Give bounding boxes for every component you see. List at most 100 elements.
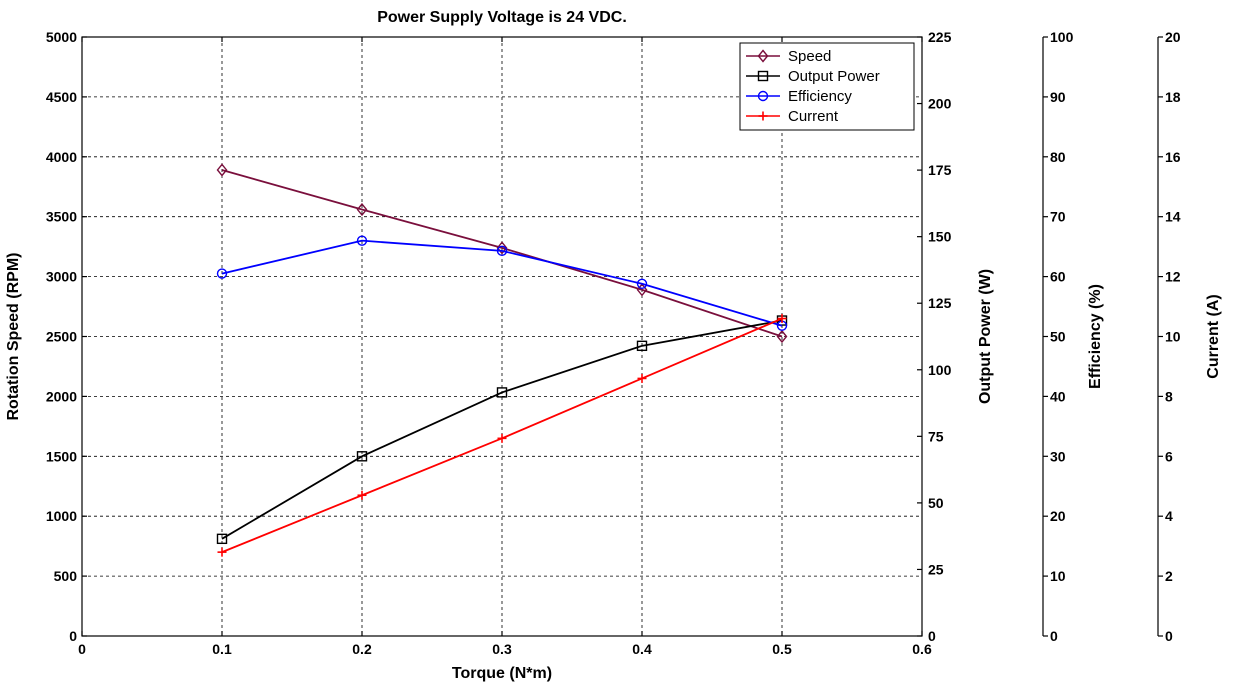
data-point [356, 451, 368, 462]
marker-diamond [356, 202, 368, 217]
data-point [357, 490, 367, 500]
series-line [221, 319, 783, 540]
efficiency-tick-label: 80 [1050, 149, 1066, 165]
speed-axis-title: Rotation Speed (RPM) [5, 253, 22, 421]
current-tick-label: 14 [1165, 209, 1181, 225]
series-layer [216, 163, 788, 557]
efficiency-tick-label: 50 [1050, 329, 1066, 345]
efficiency-axis-title: Efficiency (%) [1087, 284, 1104, 389]
marker-diamond [776, 329, 788, 344]
legend-label: Efficiency [788, 88, 852, 105]
speed-tick-label: 1000 [46, 508, 77, 524]
current-tick-label: 16 [1165, 149, 1181, 165]
current-tick-label: 8 [1165, 388, 1173, 404]
efficiency-tick-label: 100 [1050, 29, 1074, 45]
marker-circle [216, 268, 228, 279]
x-tick-label: 0.6 [912, 641, 932, 657]
marker-square [356, 451, 368, 462]
marker-diamond [496, 241, 508, 255]
data-point [216, 163, 228, 177]
x-tick-label: 0.3 [492, 641, 512, 657]
legend-label: Speed [788, 48, 831, 65]
series-line [221, 169, 783, 338]
legend-label: Current [788, 108, 839, 125]
efficiency-tick-label: 30 [1050, 448, 1066, 464]
speed-tick-label: 500 [54, 568, 78, 584]
legend: Speed Output Power Efficiency Current [739, 42, 915, 131]
x-tick-label: 0.5 [772, 641, 792, 657]
legend-item: Speed [746, 48, 831, 65]
marker-circle [757, 90, 769, 102]
data-point [217, 547, 227, 557]
marker-square [636, 340, 648, 352]
current-tick-label: 6 [1165, 448, 1173, 464]
x-tick-label: 0.1 [212, 641, 232, 657]
current-tick-label: 12 [1165, 269, 1181, 285]
x-tick-label: 0 [78, 641, 86, 657]
marker-circle [636, 278, 648, 289]
legend-item: Current [746, 108, 839, 125]
power-tick-label: 200 [928, 96, 952, 112]
efficiency-tick-label: 0 [1050, 628, 1058, 644]
data-point [216, 268, 228, 279]
x-axis-title: Torque (N*m) [452, 665, 552, 682]
data-point [497, 433, 507, 443]
data-point [356, 202, 368, 217]
speed-tick-label: 0 [69, 628, 77, 644]
efficiency-tick-label: 60 [1050, 269, 1066, 285]
current-tick-label: 2 [1165, 568, 1173, 584]
efficiency-tick-label: 10 [1050, 568, 1066, 584]
data-point [356, 235, 368, 246]
axes: 0 0.1 0.2 0.3 0.4 0.5 0.6050010001500200025003… [5, 29, 1222, 657]
power-tick-label: 125 [928, 295, 952, 311]
power-tick-label: 50 [928, 495, 944, 511]
power-axis-title: Output Power (W) [977, 269, 994, 404]
power-tick-label: 75 [928, 428, 944, 444]
marker-square [216, 533, 228, 545]
legend-item: Output Power [746, 68, 880, 85]
data-point [637, 373, 647, 383]
power-tick-label: 100 [928, 362, 952, 378]
efficiency-tick-label: 70 [1050, 209, 1066, 225]
marker-diamond [216, 163, 228, 177]
power-tick-label: 150 [928, 229, 952, 245]
speed-tick-label: 2000 [46, 388, 77, 404]
x-tick-label: 0.2 [352, 641, 372, 657]
power-tick-label: 0 [928, 628, 936, 644]
series-line [221, 239, 783, 327]
speed-tick-label: 5000 [46, 29, 77, 45]
data-point [496, 241, 508, 255]
speed-tick-label: 4000 [46, 149, 77, 165]
current-tick-label: 10 [1165, 329, 1181, 345]
data-point [776, 329, 788, 344]
current-tick-label: 0 [1165, 628, 1173, 644]
data-point [496, 245, 508, 257]
current-tick-label: 18 [1165, 89, 1181, 105]
chart-title: Power Supply Voltage is 24 VDC. [377, 9, 627, 26]
speed-tick-label: 1500 [46, 448, 77, 464]
series-current [217, 314, 787, 557]
power-tick-label: 25 [928, 561, 944, 577]
data-point [777, 314, 787, 324]
marker-circle [496, 245, 508, 257]
marker-diamond [757, 49, 769, 63]
x-tick-label: 0.4 [632, 641, 652, 657]
power-tick-label: 225 [928, 29, 952, 45]
marker-square [757, 70, 769, 82]
speed-tick-label: 2500 [46, 329, 77, 345]
marker-square [496, 387, 508, 398]
marker-circle [356, 235, 368, 246]
legend-item: Efficiency [746, 88, 852, 105]
speed-tick-label: 4500 [46, 89, 77, 105]
data-point [496, 387, 508, 398]
data-point [636, 340, 648, 352]
current-axis-title: Current (A) [1205, 294, 1222, 378]
efficiency-tick-label: 20 [1050, 508, 1066, 524]
data-point [216, 533, 228, 545]
speed-tick-label: 3000 [46, 269, 77, 285]
data-point [636, 278, 648, 289]
speed-tick-label: 3500 [46, 209, 77, 225]
current-tick-label: 20 [1165, 29, 1181, 45]
efficiency-tick-label: 90 [1050, 89, 1066, 105]
